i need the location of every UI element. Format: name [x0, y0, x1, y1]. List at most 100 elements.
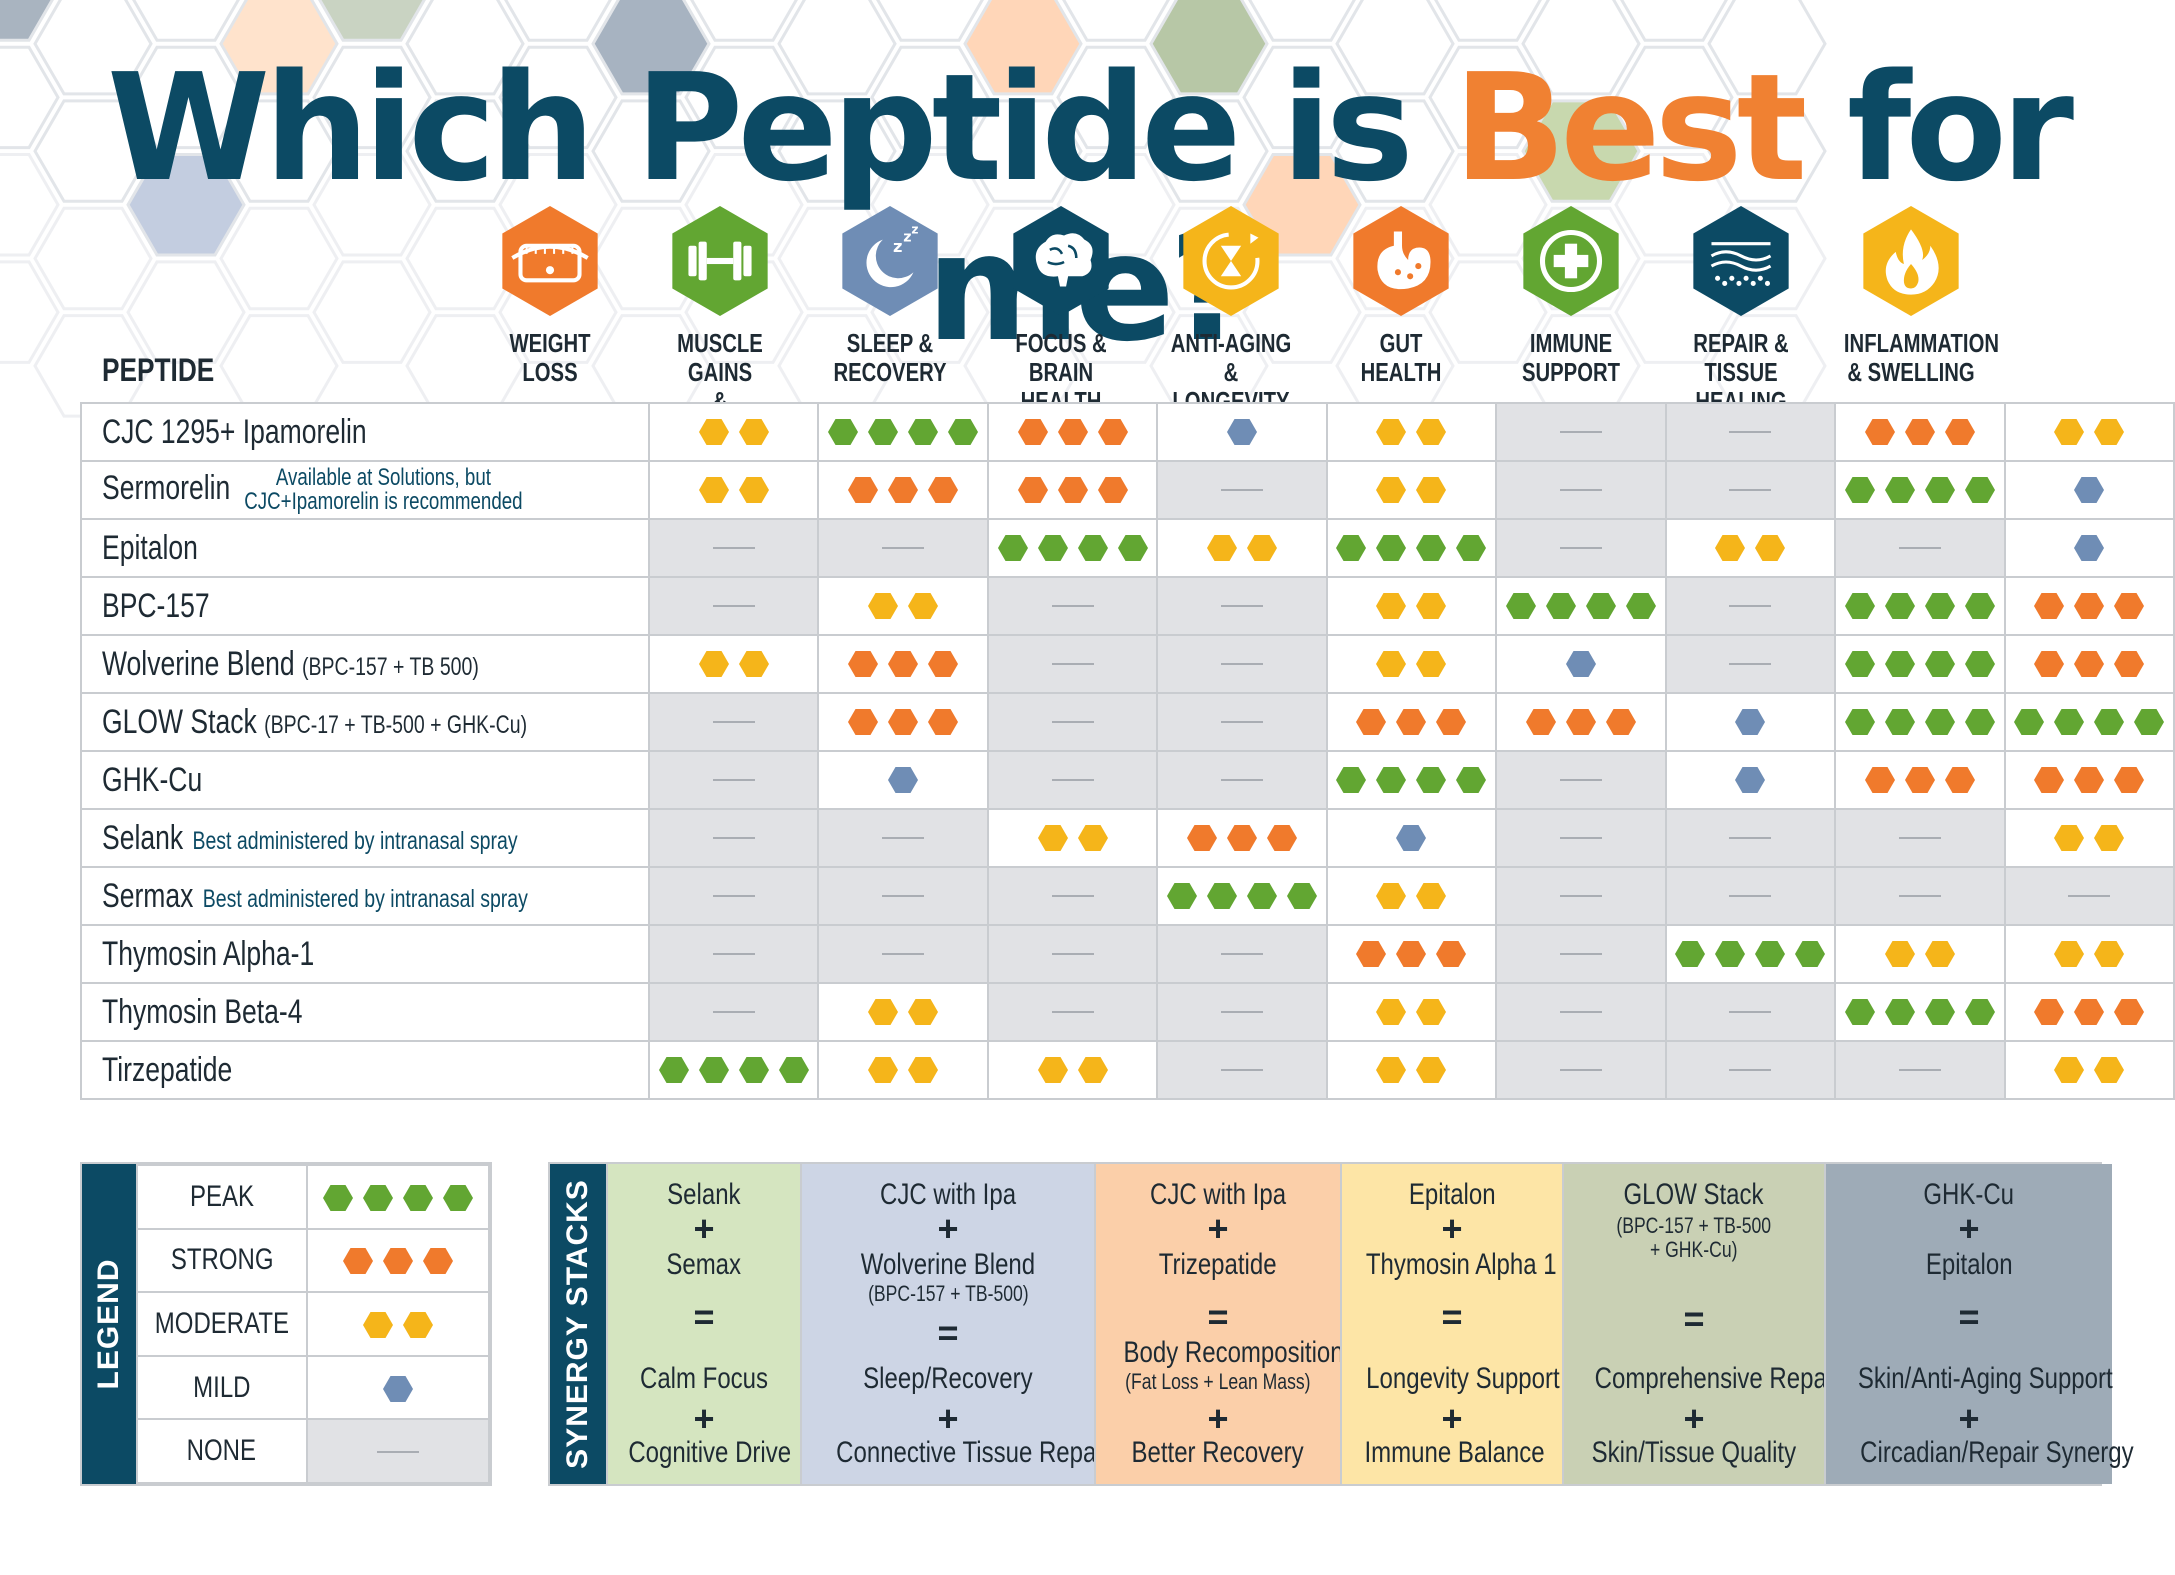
- rating-hex-icon: [738, 419, 769, 445]
- legend-row: STRONG: [135, 1227, 491, 1294]
- rating-hex-icon: [1844, 477, 1875, 503]
- rating-cell: [648, 1040, 820, 1100]
- plus-sign: +: [1958, 1208, 1980, 1249]
- stack-ingredient-a-text: Selank: [667, 1178, 741, 1211]
- rating-hexes: [887, 766, 919, 794]
- rating-hex-icon: [1436, 941, 1467, 967]
- legend-row: MILD: [135, 1354, 491, 1421]
- rating-hex-icon: [1017, 419, 1048, 445]
- plus-sign: +: [937, 1208, 959, 1249]
- peptide-note: Best administered by intranasal spray: [202, 884, 528, 913]
- rating-cell: [648, 576, 820, 636]
- stack-ingredient-b: Trizepatide: [1096, 1248, 1340, 1282]
- rating-hex-icon: [948, 419, 979, 445]
- stack-result-1-text: Longevity Support: [1366, 1362, 1560, 1395]
- rating-hex-icon: [1336, 535, 1367, 561]
- rating-hex-icon: [2114, 651, 2145, 677]
- rating-cell: [1156, 1040, 1328, 1100]
- peptide-name-cell: Epitalon: [79, 518, 651, 578]
- rating-hex-icon: [1227, 825, 1258, 851]
- rating-cell: [1495, 1040, 1667, 1100]
- rating-hex-icon: [2094, 941, 2125, 967]
- rating-hex-icon: [1376, 419, 1407, 445]
- rating-cell: [1664, 518, 1837, 578]
- rating-hex-icon: [1396, 709, 1427, 735]
- rating-cell: [648, 402, 820, 462]
- rating-cell: [1325, 750, 1498, 810]
- rating-hex-icon: [2074, 535, 2105, 561]
- category-0: WEIGHT LOSS: [464, 205, 636, 387]
- plus-sign: +: [937, 1398, 959, 1439]
- rating-hex-icon: [322, 1184, 353, 1211]
- none-dash: [1729, 1010, 1772, 1013]
- rating-hex-icon: [442, 1184, 473, 1211]
- rating-hexes: [1375, 650, 1447, 678]
- rating-hex-icon: [738, 1057, 769, 1083]
- rating-hex-icon: [928, 709, 959, 735]
- rating-hex-icon: [928, 477, 959, 503]
- stack-ingredient-b: Wolverine Blend: [802, 1248, 1094, 1282]
- svg-text:z: z: [903, 230, 911, 246]
- legend-level: MODERATE: [135, 1291, 308, 1357]
- rating-hex-icon: [1844, 999, 1875, 1025]
- rating-hex-icon: [1207, 883, 1238, 909]
- none-dash: [1221, 488, 1264, 491]
- rating-hex-icon: [1416, 419, 1447, 445]
- stack-1: CJC with Ipa + Wolverine Blend (BPC-157 + T…: [800, 1164, 1110, 1484]
- rating-cell: [1156, 460, 1328, 520]
- rating-hex-icon: [1416, 593, 1447, 619]
- rating-hex-icon: [1864, 419, 1895, 445]
- none-dash: [712, 836, 755, 839]
- rating-hex-icon: [2094, 709, 2125, 735]
- rating-cell: [1156, 634, 1328, 694]
- rating-hex-icon: [1057, 419, 1088, 445]
- dumbbell-icon: [672, 206, 768, 316]
- rating-hexes: [1186, 824, 1298, 852]
- rating-hexes: [2033, 592, 2145, 620]
- stack-result-1-text: Body Recomposition: [1123, 1336, 1344, 1369]
- legend-level: STRONG: [135, 1227, 308, 1294]
- peptide-label: GHK-Cu: [102, 760, 203, 799]
- peptide-label: Epitalon: [102, 528, 198, 567]
- legend-swatch: [305, 1227, 491, 1294]
- stack-ingredient-b-text: Epitalon: [1925, 1248, 2013, 1281]
- stack-ingredient-b: Semax: [608, 1248, 800, 1282]
- rating-hex-icon: [1287, 883, 1318, 909]
- rating-hex-icon: [2074, 999, 2105, 1025]
- rating-hex-icon: [1924, 941, 1955, 967]
- rating-hex-icon: [1715, 535, 1746, 561]
- stack-2: CJC with Ipa + Trizepatide = Body Recomposit…: [1094, 1164, 1344, 1484]
- rating-hex-icon: [1924, 999, 1955, 1025]
- stack-ingredient-b: Thymosin Alpha 1: [1342, 1248, 1562, 1282]
- peptide-label: Tirzepatide: [102, 1050, 233, 1089]
- rating-hex-icon: [698, 419, 729, 445]
- none-dash: [1221, 662, 1264, 665]
- legend-swatch: [305, 1418, 491, 1484]
- rating-cell: [817, 518, 989, 578]
- rating-hexes: [1844, 650, 1996, 678]
- table-row: Thymosin Beta-4: [79, 982, 2175, 1042]
- peptide-label: Wolverine Blend: [102, 644, 295, 683]
- peptide-note: Best administered by intranasal spray: [192, 826, 518, 855]
- rating-hexes: [1844, 476, 1996, 504]
- rating-hex-icon: [2054, 709, 2085, 735]
- rating-hexes: [1734, 766, 1766, 794]
- rating-hex-icon: [1924, 709, 1955, 735]
- stack-result-1-detail: (Fat Loss + Lean Mass): [1096, 1370, 1340, 1394]
- rating-hex-icon: [1336, 767, 1367, 793]
- rating-hexes: [1375, 476, 1447, 504]
- rating-hex-icon: [1924, 477, 1955, 503]
- rating-hex-icon: [1227, 419, 1258, 445]
- rating-cell: [1495, 808, 1667, 868]
- plus-sign: +: [1441, 1208, 1463, 1249]
- rating-cell: [817, 402, 989, 462]
- rating-hex-icon: [1944, 419, 1975, 445]
- rating-hex-icon: [1187, 825, 1218, 851]
- peptide-name: Sermorelin Available at Solutions, but CJ…: [102, 466, 523, 514]
- rating-cell: [986, 692, 1159, 752]
- rating-hex-icon: [2094, 1057, 2125, 1083]
- rating-hexes: [847, 708, 959, 736]
- rating-hex-icon: [908, 419, 939, 445]
- stack-result-1: Sleep/Recovery: [802, 1362, 1094, 1396]
- rating-hex-icon: [1396, 941, 1427, 967]
